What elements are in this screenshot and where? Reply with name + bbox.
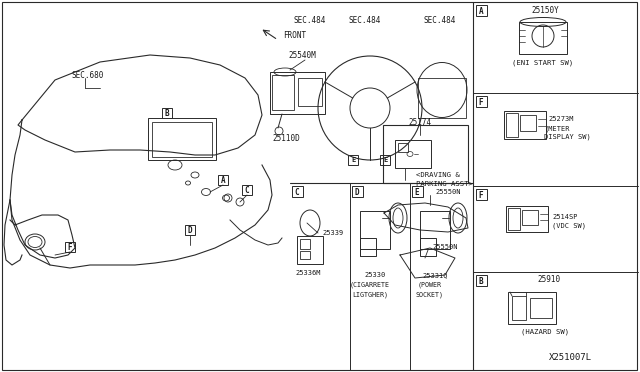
Bar — [298, 78, 322, 106]
Text: (CIGARRETE: (CIGARRETE — [350, 282, 390, 288]
Text: A: A — [479, 6, 483, 16]
Bar — [420, 211, 450, 249]
Text: (POWER: (POWER — [418, 282, 442, 288]
Bar — [520, 115, 536, 131]
Text: 25110D: 25110D — [272, 134, 300, 142]
Text: 25550N: 25550N — [432, 244, 458, 250]
Bar — [412, 186, 423, 197]
Text: SEC.484: SEC.484 — [424, 16, 456, 25]
Bar — [398, 143, 408, 152]
Text: 25174: 25174 — [408, 118, 431, 126]
Text: DISPLAY SW): DISPLAY SW) — [544, 133, 591, 140]
Bar — [506, 113, 518, 137]
Text: SOCKET): SOCKET) — [416, 292, 444, 298]
Text: B: B — [164, 109, 170, 118]
Bar — [383, 125, 468, 183]
Text: PARKING ASST>: PARKING ASST> — [416, 181, 473, 187]
Text: C: C — [244, 186, 250, 195]
Bar — [476, 5, 487, 16]
Text: 25331Q: 25331Q — [422, 272, 448, 278]
Bar — [418, 78, 466, 118]
Text: A: A — [221, 176, 225, 185]
Bar — [395, 140, 431, 168]
Text: (HAZARD SW): (HAZARD SW) — [521, 329, 569, 335]
Bar — [185, 225, 195, 235]
Bar — [218, 175, 228, 185]
Bar — [476, 275, 487, 286]
Bar — [508, 208, 520, 230]
Text: D: D — [355, 187, 359, 196]
Bar — [162, 108, 172, 118]
Bar — [519, 22, 567, 54]
Text: 25150Y: 25150Y — [531, 6, 559, 15]
Bar — [348, 155, 358, 165]
Text: C: C — [294, 187, 300, 196]
Bar — [380, 155, 390, 165]
Bar — [300, 251, 310, 259]
Bar — [476, 96, 487, 107]
Text: B: B — [479, 276, 483, 285]
Bar — [522, 210, 538, 225]
Bar — [512, 296, 526, 320]
Bar — [360, 211, 390, 249]
Bar — [508, 292, 556, 324]
Bar — [65, 242, 75, 252]
Text: SEC.484: SEC.484 — [294, 16, 326, 25]
Bar — [297, 236, 323, 264]
Bar — [360, 238, 376, 256]
Bar — [476, 189, 487, 200]
Text: F: F — [68, 243, 72, 251]
Text: E: E — [415, 187, 419, 196]
Text: 25339: 25339 — [322, 230, 343, 236]
Bar — [270, 72, 325, 114]
Text: 25336M: 25336M — [295, 270, 321, 276]
Bar — [506, 206, 548, 232]
Text: (ENI START SW): (ENI START SW) — [513, 60, 573, 66]
Text: SEC.484: SEC.484 — [349, 16, 381, 25]
Text: LIGTGHER): LIGTGHER) — [352, 292, 388, 298]
Text: 25540M: 25540M — [288, 51, 316, 60]
Text: 25910: 25910 — [538, 276, 561, 285]
Text: (VDC SW): (VDC SW) — [552, 222, 586, 228]
Text: <DRAVING &: <DRAVING & — [416, 172, 460, 178]
Text: F: F — [479, 190, 483, 199]
Text: X251007L: X251007L — [548, 353, 591, 362]
Bar — [292, 186, 303, 197]
Bar — [242, 185, 252, 195]
Text: (METER: (METER — [544, 125, 570, 131]
Bar — [530, 298, 552, 318]
Bar — [352, 186, 363, 197]
Text: D: D — [188, 225, 192, 234]
Text: E: E — [383, 157, 387, 163]
Bar — [272, 75, 294, 110]
Text: SEC.680: SEC.680 — [72, 71, 104, 80]
Text: E: E — [351, 157, 355, 163]
Text: 2514SP: 2514SP — [552, 214, 577, 220]
Bar — [152, 122, 212, 157]
Text: 25273M: 25273M — [548, 116, 573, 122]
Bar — [300, 239, 310, 249]
Text: F: F — [479, 97, 483, 106]
Bar — [420, 238, 436, 256]
Bar — [148, 118, 216, 160]
Text: FRONT: FRONT — [283, 31, 306, 39]
Text: 25330: 25330 — [364, 272, 386, 278]
Bar — [504, 111, 546, 139]
Text: 25550N: 25550N — [435, 189, 461, 195]
